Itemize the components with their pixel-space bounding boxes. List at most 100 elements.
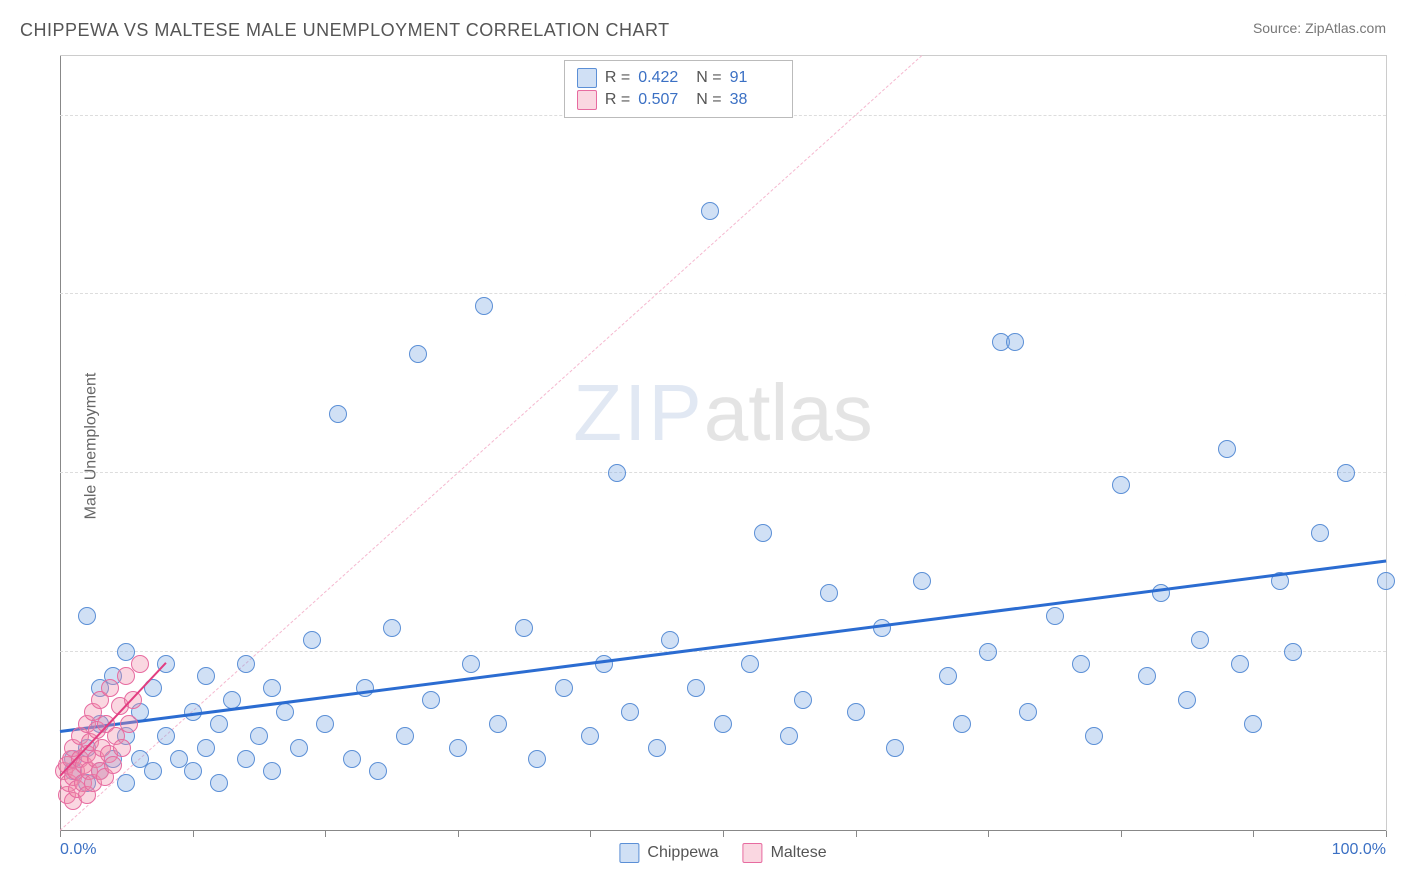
watermark-atlas: atlas [704, 368, 873, 457]
x-tick [1386, 831, 1387, 837]
x-tick-label: 100.0% [1332, 841, 1386, 859]
x-tick [856, 831, 857, 837]
data-point [422, 691, 440, 709]
data-point [131, 655, 149, 673]
data-point [581, 727, 599, 745]
x-tick [1121, 831, 1122, 837]
data-point [528, 750, 546, 768]
data-point [953, 715, 971, 733]
data-point [595, 655, 613, 673]
n-value: 38 [730, 89, 780, 111]
data-point [101, 679, 119, 697]
data-point [462, 655, 480, 673]
watermark: ZIPatlas [573, 367, 872, 459]
x-tick [1253, 831, 1254, 837]
legend-row: R = 0.422 N = 91 [577, 67, 780, 89]
data-point [661, 631, 679, 649]
data-point [621, 703, 639, 721]
data-point [113, 739, 131, 757]
data-point [873, 619, 891, 637]
data-point [396, 727, 414, 745]
data-point [237, 750, 255, 768]
legend-row: R = 0.507 N = 38 [577, 89, 780, 111]
data-point [316, 715, 334, 733]
data-point [1072, 655, 1090, 673]
x-tick [458, 831, 459, 837]
data-point [1311, 524, 1329, 542]
data-point [979, 643, 997, 661]
n-label: N = [696, 89, 721, 111]
data-point [1006, 333, 1024, 351]
legend-swatch [619, 843, 639, 863]
source-attribution: Source: ZipAtlas.com [1253, 20, 1386, 36]
data-point [913, 572, 931, 590]
data-point [290, 739, 308, 757]
y-tick-label: 30.0% [1391, 464, 1406, 482]
data-point [475, 297, 493, 315]
data-point [1112, 476, 1130, 494]
data-point [687, 679, 705, 697]
data-point [120, 715, 138, 733]
watermark-zip: ZIP [573, 368, 703, 457]
y-tick-label: 60.0% [1391, 107, 1406, 125]
x-tick [60, 831, 61, 837]
n-label: N = [696, 67, 721, 89]
data-point [820, 584, 838, 602]
data-point [1178, 691, 1196, 709]
data-point [263, 762, 281, 780]
r-label: R = [605, 67, 630, 89]
data-point [741, 655, 759, 673]
data-point [117, 774, 135, 792]
legend-label: Chippewa [647, 844, 718, 862]
data-point [383, 619, 401, 637]
data-point [184, 762, 202, 780]
data-point [515, 619, 533, 637]
data-point [1218, 440, 1236, 458]
data-point [157, 727, 175, 745]
data-point [78, 607, 96, 625]
data-point [1337, 464, 1355, 482]
data-point [250, 727, 268, 745]
data-point [303, 631, 321, 649]
legend-swatch [577, 90, 597, 110]
data-point [794, 691, 812, 709]
data-point [489, 715, 507, 733]
data-point [714, 715, 732, 733]
data-point [1085, 727, 1103, 745]
legend-swatch [577, 68, 597, 88]
data-point [1284, 643, 1302, 661]
data-point [1019, 703, 1037, 721]
n-value: 91 [730, 67, 780, 89]
data-point [1377, 572, 1395, 590]
data-point [754, 524, 772, 542]
data-point [343, 750, 361, 768]
gridline [60, 293, 1386, 294]
r-value: 0.507 [638, 89, 688, 111]
y-tick-label: 15.0% [1391, 643, 1406, 661]
x-tick [723, 831, 724, 837]
data-point [939, 667, 957, 685]
data-point [555, 679, 573, 697]
series-legend: ChippewaMaltese [619, 843, 826, 863]
data-point [409, 345, 427, 363]
data-point [144, 762, 162, 780]
data-point [1152, 584, 1170, 602]
data-point [329, 405, 347, 423]
data-point [701, 202, 719, 220]
x-tick-label: 0.0% [60, 841, 96, 859]
data-point [608, 464, 626, 482]
data-point [210, 774, 228, 792]
chart-title: CHIPPEWA VS MALTESE MALE UNEMPLOYMENT CO… [20, 20, 670, 41]
y-tick-label: 45.0% [1391, 285, 1406, 303]
y-axis-line [60, 56, 61, 831]
legend-swatch [743, 843, 763, 863]
data-point [197, 739, 215, 757]
data-point [276, 703, 294, 721]
data-point [104, 756, 122, 774]
data-point [780, 727, 798, 745]
data-point [1231, 655, 1249, 673]
r-value: 0.422 [638, 67, 688, 89]
r-label: R = [605, 89, 630, 111]
x-tick [988, 831, 989, 837]
x-tick [193, 831, 194, 837]
